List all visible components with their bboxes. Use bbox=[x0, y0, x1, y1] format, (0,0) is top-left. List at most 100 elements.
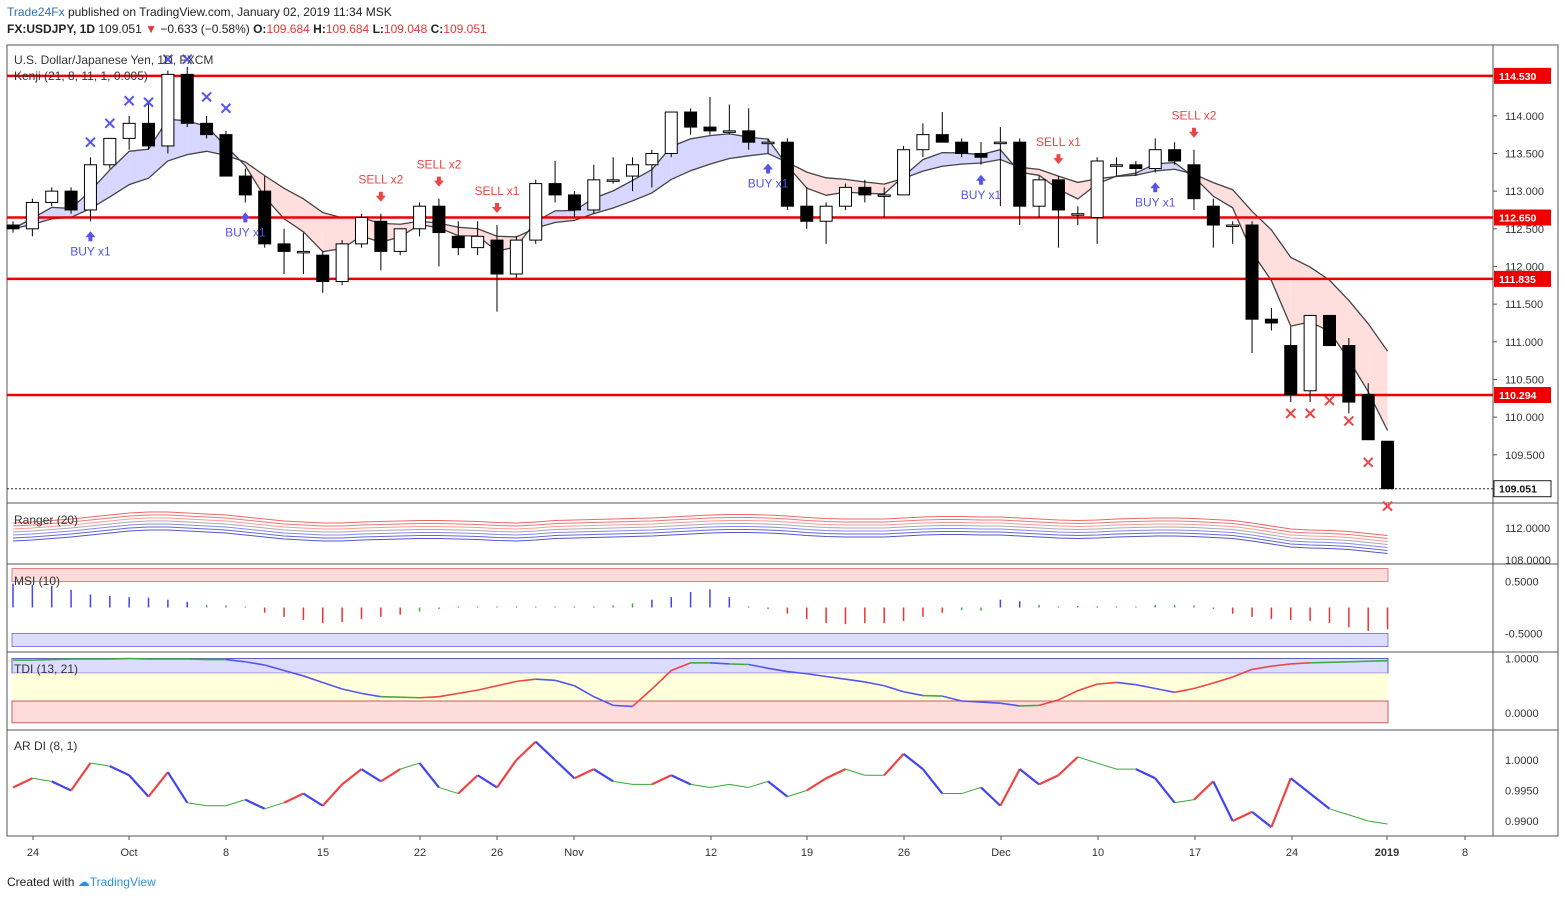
candle bbox=[1303, 314, 1317, 392]
candle bbox=[238, 175, 252, 196]
candle bbox=[838, 186, 852, 207]
candle bbox=[103, 137, 117, 166]
kenji-cloud-segment bbox=[922, 152, 943, 172]
buy-arrow-icon bbox=[763, 163, 774, 174]
ardi-line-segment bbox=[573, 768, 595, 780]
time-tick-label: 26 bbox=[491, 847, 503, 859]
sell-arrow-icon bbox=[375, 191, 386, 202]
ardi-line-segment bbox=[1135, 768, 1156, 780]
kenji-cloud-segment bbox=[1368, 323, 1388, 431]
ardi-line-segment bbox=[845, 768, 865, 776]
kenji-cloud-segment bbox=[322, 212, 343, 252]
tdi-tick-label: 0.0000 bbox=[1505, 708, 1539, 720]
tdi-line-segment bbox=[631, 688, 653, 708]
ardi-line-segment bbox=[1097, 762, 1117, 770]
ardi-line-segment bbox=[360, 768, 382, 783]
x-marker-icon bbox=[85, 136, 96, 148]
tdi-line-segment bbox=[477, 684, 498, 691]
kenji-cloud-segment bbox=[1213, 182, 1233, 208]
candle bbox=[567, 194, 581, 211]
tdi-line-segment bbox=[516, 678, 536, 683]
candle bbox=[955, 141, 969, 154]
candle bbox=[897, 149, 911, 196]
ardi-line-segment bbox=[767, 780, 789, 798]
tdi-line-segment bbox=[593, 695, 614, 707]
tdi-line-segment bbox=[883, 684, 904, 693]
ardi-line-segment bbox=[438, 786, 459, 795]
kenji-cloud-segment bbox=[632, 169, 652, 201]
sell-arrow-icon bbox=[492, 203, 502, 214]
tradingview-link[interactable]: TradingView bbox=[89, 875, 156, 889]
candle bbox=[180, 73, 194, 124]
sell-arrow-icon bbox=[433, 176, 444, 187]
x-marker-stroke bbox=[104, 118, 116, 129]
price-tick-label: 110.500 bbox=[1505, 374, 1544, 386]
time-tick-label: 24 bbox=[1286, 847, 1298, 859]
kenji-cloud-segment bbox=[1329, 280, 1349, 360]
ardi-line-segment bbox=[670, 774, 692, 786]
candle bbox=[1013, 141, 1027, 207]
x-marker-icon bbox=[1362, 457, 1374, 468]
ardi-line-segment bbox=[980, 786, 1002, 807]
buy-arrow-icon bbox=[240, 212, 251, 223]
buy-signal-label: BUY x1 bbox=[961, 188, 1002, 202]
tdi-line-segment bbox=[826, 675, 846, 681]
open-value: 109.684 bbox=[266, 22, 310, 36]
tdi-line-segment bbox=[709, 662, 730, 665]
ardi-line-segment bbox=[1290, 777, 1311, 795]
ardi-line-segment bbox=[12, 777, 33, 789]
candle bbox=[800, 205, 814, 222]
time-tick-label: Nov bbox=[564, 847, 584, 859]
candle bbox=[1090, 160, 1104, 218]
tdi-line-segment bbox=[767, 667, 788, 673]
candle bbox=[471, 235, 485, 249]
tdi-line-segment bbox=[903, 690, 924, 697]
buy-signal-label: BUY x1 bbox=[70, 244, 111, 258]
candle bbox=[645, 152, 659, 166]
time-tick-label: 17 bbox=[1189, 847, 1201, 859]
tdi-line-segment bbox=[322, 681, 343, 690]
candle bbox=[1264, 318, 1278, 324]
price-tick-label: 114.000 bbox=[1505, 111, 1544, 123]
x-marker-stroke bbox=[1285, 408, 1296, 419]
tdi-line-segment bbox=[438, 692, 459, 698]
tdi-line-segment bbox=[806, 672, 827, 678]
x-marker-icon bbox=[1285, 408, 1296, 419]
candle bbox=[509, 239, 523, 275]
x-marker-icon bbox=[182, 54, 193, 65]
candle bbox=[374, 220, 388, 252]
candle bbox=[316, 254, 330, 283]
ardi-line-segment bbox=[999, 768, 1021, 807]
tradingview-logo-icon[interactable]: ☁ bbox=[77, 875, 90, 889]
brand-link[interactable]: Trade24Fx bbox=[7, 5, 65, 19]
time-tick-label: Dec bbox=[991, 847, 1011, 859]
candle bbox=[200, 122, 214, 136]
candle bbox=[258, 190, 272, 245]
ardi-line-segment bbox=[128, 774, 150, 798]
candle bbox=[1226, 224, 1240, 228]
ardi-line-segment bbox=[554, 759, 576, 780]
time-tick-label: 8 bbox=[1462, 847, 1468, 859]
ardi-line-segment bbox=[1348, 814, 1369, 822]
tdi-line-segment bbox=[554, 679, 575, 687]
ardi-line-segment bbox=[70, 762, 92, 792]
publish-text: published on TradingView.com, January 02… bbox=[67, 5, 392, 19]
candle bbox=[626, 164, 640, 177]
buy-arrow-icon bbox=[1150, 182, 1161, 193]
x-marker-stroke bbox=[182, 54, 193, 65]
low-value: 109.048 bbox=[383, 22, 428, 36]
tdi-line-segment bbox=[651, 669, 672, 690]
close-label: C: bbox=[430, 22, 444, 36]
buy-signal-label: BUY x1 bbox=[225, 225, 266, 239]
x-marker-stroke bbox=[1362, 457, 1374, 468]
candle bbox=[1168, 149, 1182, 162]
candle bbox=[490, 239, 504, 275]
ardi-line-segment bbox=[787, 790, 807, 798]
high-value: 109.684 bbox=[325, 22, 370, 36]
ranger-tick-label: 108.0000 bbox=[1505, 555, 1551, 567]
ardi-tick-label: 0.9950 bbox=[1505, 786, 1539, 798]
sell-signal-label: SELL x1 bbox=[475, 184, 520, 198]
sell-arrow-icon bbox=[1053, 154, 1064, 165]
x-marker-stroke bbox=[1343, 415, 1355, 427]
